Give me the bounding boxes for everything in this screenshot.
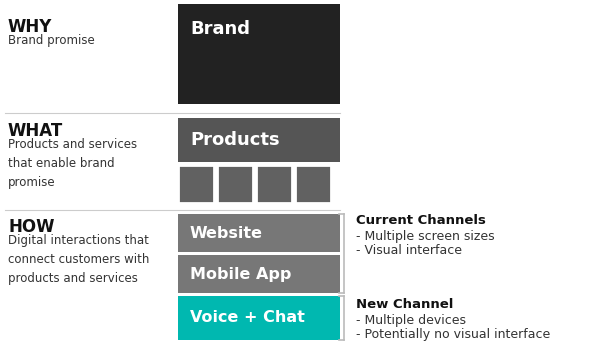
Text: WHY: WHY xyxy=(8,18,52,36)
Bar xyxy=(217,165,253,203)
Text: Digital interactions that
connect customers with
products and services: Digital interactions that connect custom… xyxy=(8,234,149,285)
Text: - Potentially no visual interface: - Potentially no visual interface xyxy=(356,328,550,341)
Bar xyxy=(178,165,214,203)
Bar xyxy=(295,165,331,203)
Bar xyxy=(256,165,292,203)
Text: Products: Products xyxy=(190,131,280,149)
Text: Brand: Brand xyxy=(190,20,250,38)
Text: - Multiple devices: - Multiple devices xyxy=(356,314,466,327)
Text: Website: Website xyxy=(190,225,263,240)
Text: Brand promise: Brand promise xyxy=(8,34,95,47)
Bar xyxy=(178,118,340,162)
Text: Voice + Chat: Voice + Chat xyxy=(190,311,305,325)
Bar xyxy=(178,255,340,293)
Bar xyxy=(178,4,340,104)
Text: New Channel: New Channel xyxy=(356,298,454,311)
Text: Current Channels: Current Channels xyxy=(356,214,486,227)
Bar xyxy=(178,214,340,252)
Text: Mobile App: Mobile App xyxy=(190,266,292,282)
Bar xyxy=(178,296,340,340)
Text: WHAT: WHAT xyxy=(8,122,63,140)
Text: - Visual interface: - Visual interface xyxy=(356,244,462,257)
Text: Products and services
that enable brand
promise: Products and services that enable brand … xyxy=(8,138,137,189)
Text: HOW: HOW xyxy=(8,218,55,236)
Text: - Multiple screen sizes: - Multiple screen sizes xyxy=(356,230,494,243)
